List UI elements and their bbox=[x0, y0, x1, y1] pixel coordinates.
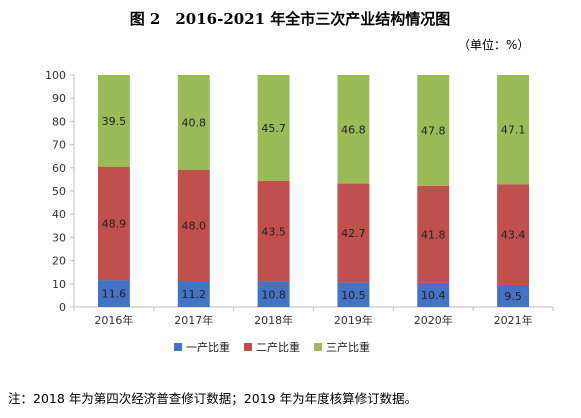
bar-segment bbox=[97, 166, 130, 281]
data-label: 47.8 bbox=[421, 124, 446, 137]
y-tick-label: 30 bbox=[52, 231, 66, 244]
bar-segment bbox=[497, 75, 530, 185]
y-tick-label: 90 bbox=[52, 92, 66, 105]
y-tick-label: 10 bbox=[52, 278, 66, 291]
data-label: 10.8 bbox=[261, 288, 286, 301]
bar-segment bbox=[257, 181, 290, 282]
bar-segment bbox=[177, 281, 210, 307]
bar-segment bbox=[177, 75, 210, 170]
bars: 11.6 48.9 39.5 11.2 48.0 40.8 10.8 43.5 45.7 10.5… bbox=[97, 75, 530, 307]
data-label: 41.8 bbox=[421, 228, 446, 241]
legend: 一产比重 二产比重 三产比重 bbox=[174, 340, 370, 354]
legend-swatch bbox=[314, 343, 322, 351]
y-tick-label: 40 bbox=[52, 208, 66, 221]
bar-segment bbox=[97, 75, 130, 167]
data-label: 43.4 bbox=[501, 229, 526, 242]
y-axis: 0 10 20 30 40 50 60 70 80 90 100 bbox=[45, 69, 75, 314]
y-tick-label: 20 bbox=[52, 255, 66, 268]
x-axis: 2016年 2017年 2018年 2019年 2020年 2021年 bbox=[73, 306, 554, 327]
y-tick-label: 70 bbox=[52, 139, 66, 152]
y-tick-label: 50 bbox=[52, 185, 66, 198]
data-label: 10.5 bbox=[341, 289, 366, 302]
y-tick-label: 100 bbox=[45, 69, 66, 82]
data-label: 40.8 bbox=[182, 116, 207, 129]
bar-segment bbox=[257, 75, 290, 182]
y-tick-label: 0 bbox=[59, 301, 66, 314]
chart-unit: （单位：%） bbox=[458, 37, 529, 52]
x-tick-label: 2018年 bbox=[254, 313, 293, 327]
bar-segment bbox=[417, 185, 450, 283]
chart: 图 2 2016-2021 年全市三次产业结构情况图 （单位：%） 0 10 20 3… bbox=[45, 10, 554, 354]
x-tick-label: 2019年 bbox=[334, 313, 373, 327]
data-label: 42.7 bbox=[341, 227, 366, 240]
x-tick-label: 2017年 bbox=[174, 313, 213, 327]
y-tick-label: 80 bbox=[52, 115, 66, 128]
bar-segment bbox=[417, 282, 450, 307]
bar-segment bbox=[337, 75, 370, 184]
bar-segment bbox=[417, 75, 450, 186]
data-label: 11.6 bbox=[102, 288, 127, 301]
bar-segment bbox=[497, 284, 530, 307]
data-label: 48.0 bbox=[182, 219, 207, 232]
data-label: 43.5 bbox=[261, 225, 286, 238]
bar-segment bbox=[337, 282, 370, 307]
bar-segment bbox=[177, 169, 210, 282]
legend-label: 二产比重 bbox=[256, 340, 300, 354]
bar-segment bbox=[337, 183, 370, 283]
data-label: 39.5 bbox=[102, 115, 127, 128]
bar-segment bbox=[257, 281, 290, 307]
footnote: 注：2018 年为第四次经济普查修订数据；2019 年为年度核算修订数据。 bbox=[8, 391, 418, 406]
x-tick-label: 2016年 bbox=[94, 313, 133, 327]
data-label: 10.4 bbox=[421, 289, 446, 302]
bar-segment bbox=[97, 280, 130, 307]
chart-title: 图 2 2016-2021 年全市三次产业结构情况图 bbox=[130, 10, 451, 28]
legend-swatch bbox=[244, 343, 252, 351]
bar-segment bbox=[497, 184, 530, 285]
y-tick-label: 60 bbox=[52, 162, 66, 175]
x-tick-label: 2020年 bbox=[414, 313, 453, 327]
data-label: 9.5 bbox=[504, 290, 522, 303]
data-label: 45.7 bbox=[261, 122, 286, 135]
legend-swatch bbox=[174, 343, 182, 351]
x-tick-label: 2021年 bbox=[494, 313, 533, 327]
data-label: 46.8 bbox=[341, 123, 366, 136]
data-label: 47.1 bbox=[501, 124, 526, 137]
data-label: 11.2 bbox=[182, 288, 207, 301]
legend-label: 一产比重 bbox=[186, 340, 230, 354]
data-label: 48.9 bbox=[102, 217, 127, 230]
legend-label: 三产比重 bbox=[326, 340, 370, 354]
